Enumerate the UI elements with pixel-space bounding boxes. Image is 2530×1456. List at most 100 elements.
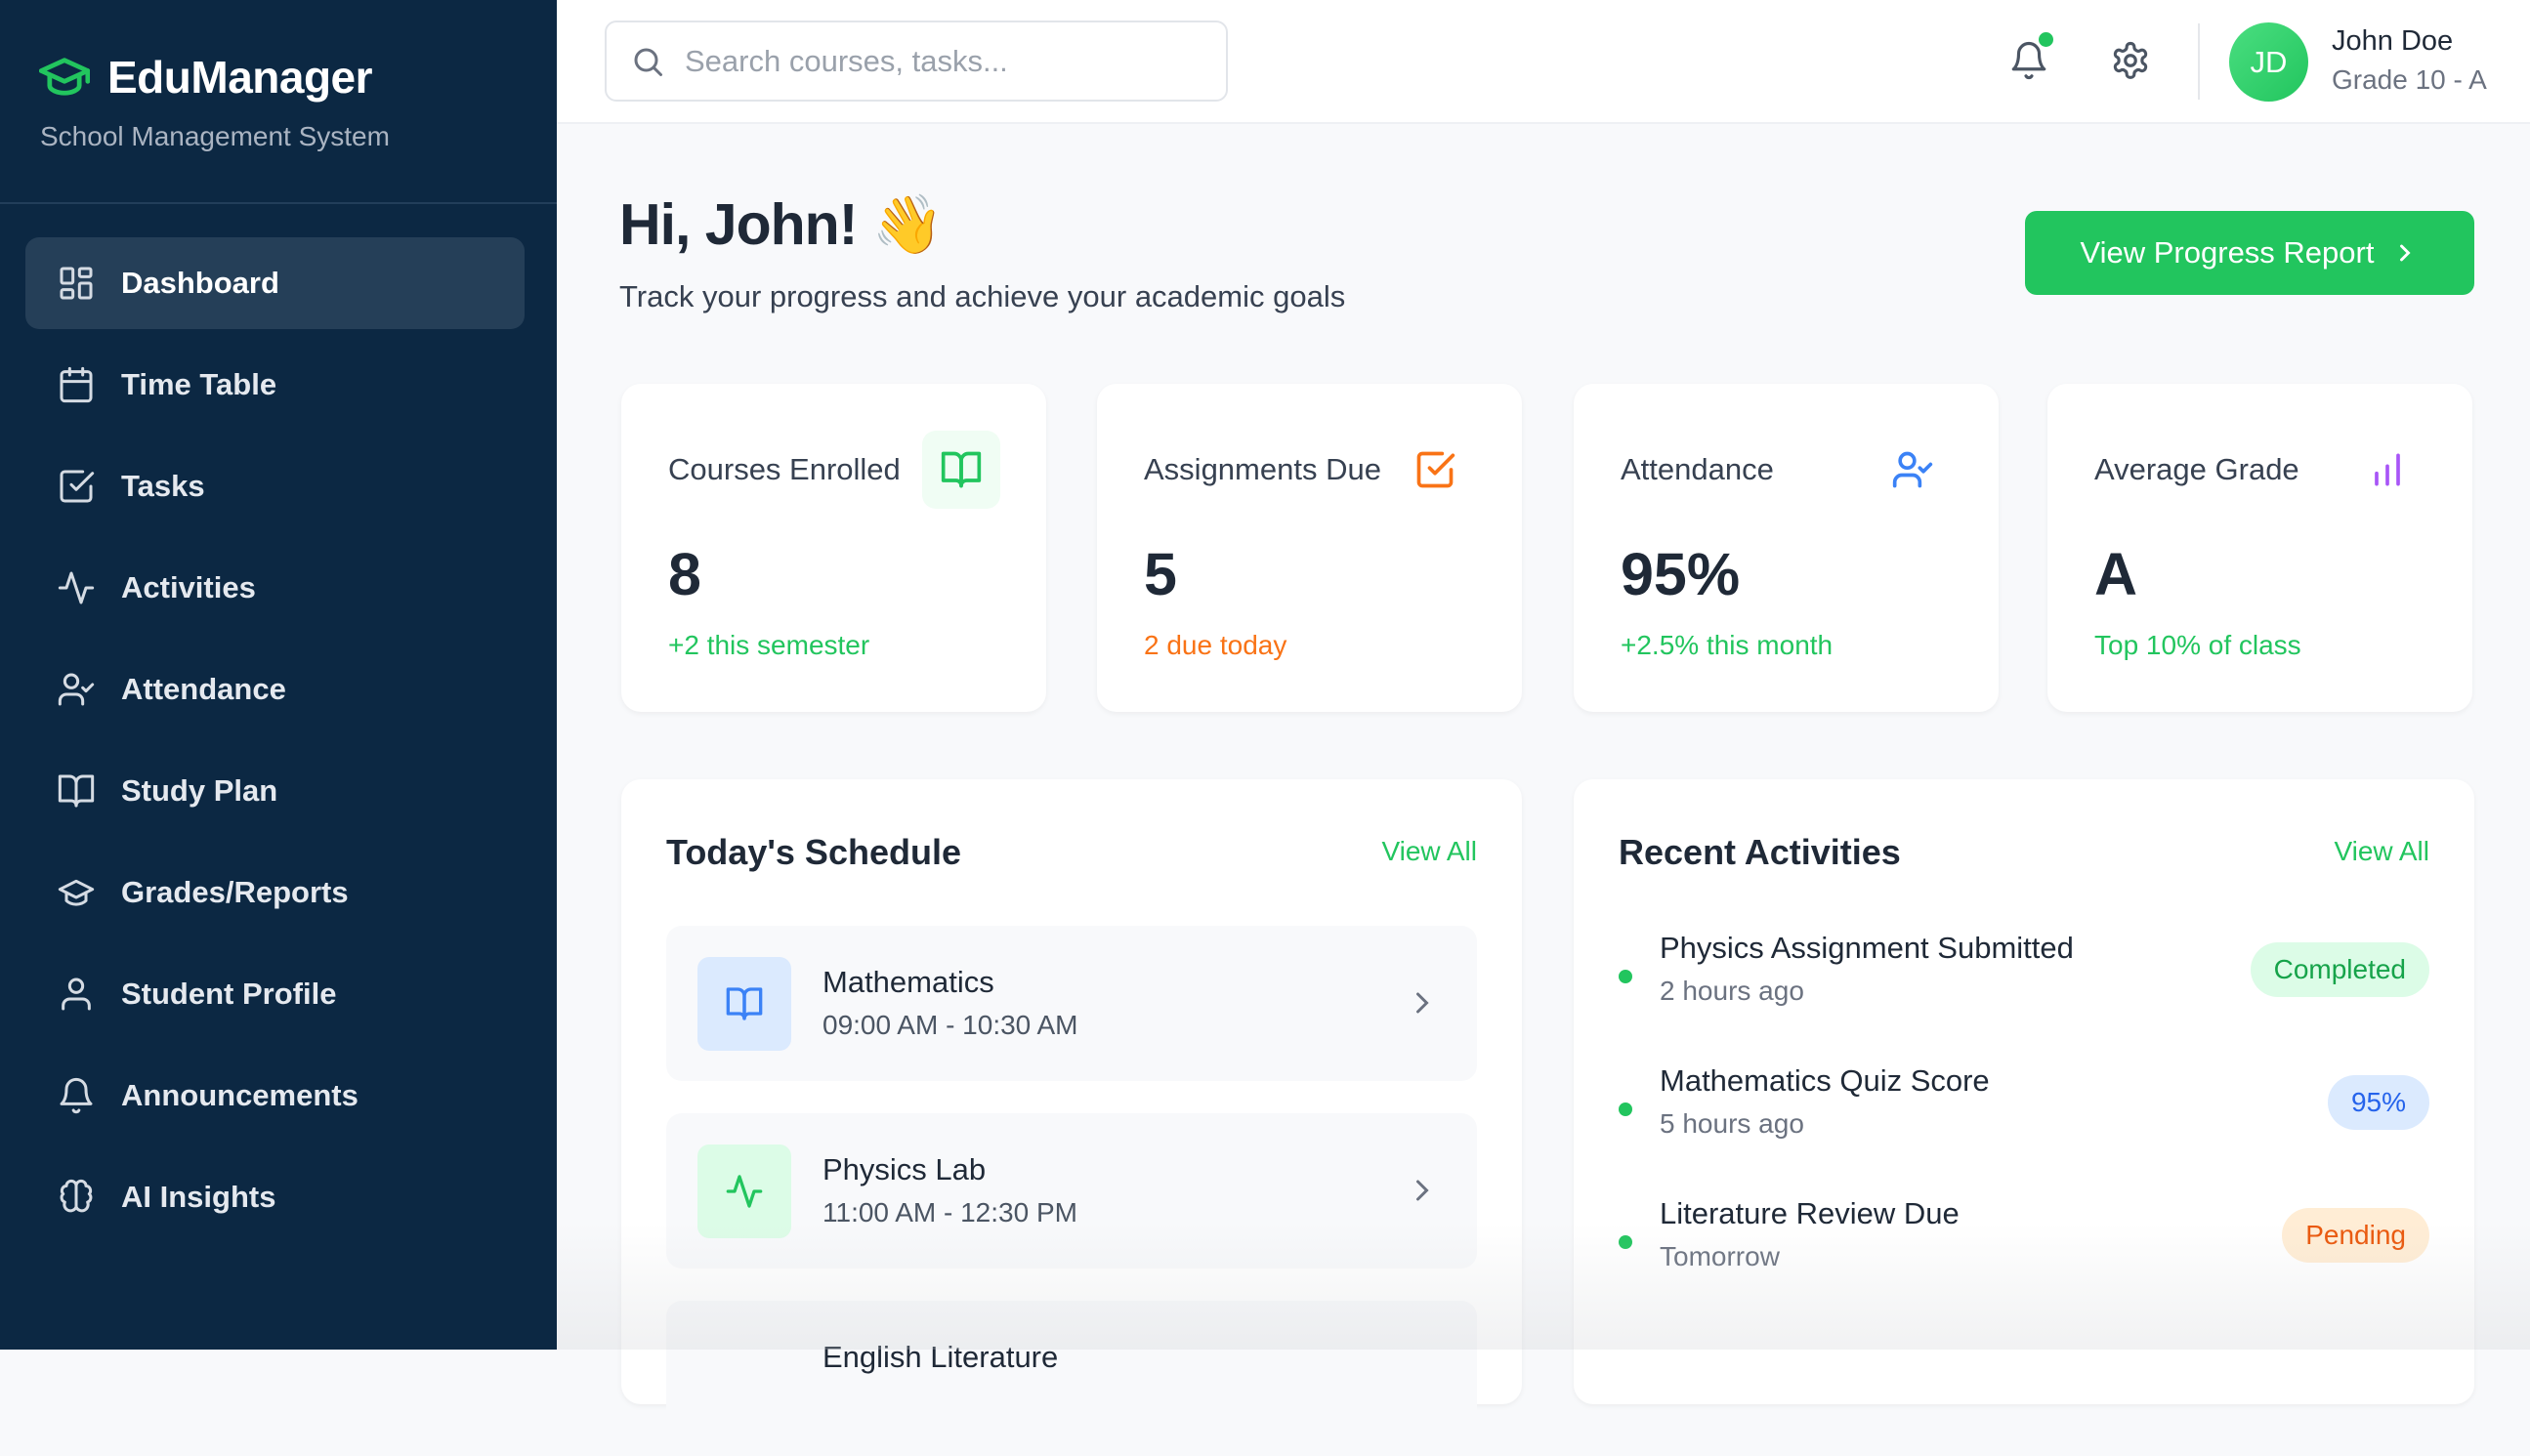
sidebar-item-label: Attendance: [121, 672, 286, 706]
activity-title: Literature Review Due: [1660, 1196, 1960, 1230]
logo[interactable]: EduManager: [39, 51, 373, 104]
sidebar-item-label: Activities: [121, 570, 256, 604]
settings-button[interactable]: [2110, 40, 2151, 81]
schedule-panel: Today's Schedule View All Mathematics 09…: [621, 779, 1522, 1456]
calendar-icon: [57, 365, 96, 404]
stat-title: Assignments Due: [1144, 452, 1381, 486]
avatar[interactable]: JD: [2229, 22, 2308, 102]
search-input[interactable]: [685, 43, 1212, 79]
activity-time: 2 hours ago: [1660, 976, 1804, 1006]
view-progress-report-button[interactable]: View Progress Report: [2025, 211, 2474, 295]
app-subtitle: School Management System: [40, 121, 390, 151]
sidebar-item-label: Dashboard: [121, 266, 279, 300]
stat-value: 95%: [1621, 541, 1741, 607]
search-icon: [630, 44, 665, 79]
sidebar-divider: [0, 202, 557, 204]
page-subtitle: Track your progress and achieve your aca…: [619, 279, 1346, 313]
stat-card-attendance: Attendance 95% +2.5% this month: [1574, 384, 1999, 712]
book-open-icon: [57, 771, 96, 811]
sidebar-nav: Dashboard Time Table Tasks Activities At…: [25, 237, 525, 1253]
schedule-name: Physics Lab: [822, 1152, 987, 1186]
activity-title: Mathematics Quiz Score: [1660, 1063, 1990, 1098]
status-dot: [1619, 1102, 1632, 1116]
book-open-icon: [697, 957, 791, 1051]
chevron-right-icon: [1405, 985, 1440, 1020]
user-icon: [57, 975, 96, 1014]
sidebar-item-study-plan[interactable]: Study Plan: [25, 745, 525, 837]
user-check-icon: [57, 670, 96, 709]
sidebar-item-label: Tasks: [121, 469, 205, 503]
app-name: EduManager: [107, 52, 373, 103]
chevron-right-icon: [2391, 239, 2419, 267]
sidebar-item-label: Announcements: [121, 1078, 358, 1112]
bell-icon: [57, 1076, 96, 1115]
user-grade: Grade 10 - A: [2332, 64, 2487, 95]
bar-chart-icon: [2348, 431, 2426, 509]
status-badge: Pending: [2282, 1208, 2429, 1263]
schedule-view-all-link[interactable]: View All: [1381, 836, 1477, 866]
sidebar-item-attendance[interactable]: Attendance: [25, 644, 525, 735]
status-badge: Completed: [2250, 942, 2429, 997]
stat-title: Average Grade: [2094, 452, 2299, 486]
sidebar: EduManager School Management System Dash…: [0, 0, 557, 1350]
brain-icon: [57, 1178, 96, 1217]
stat-value: 5: [1144, 541, 1177, 607]
sidebar-item-label: AI Insights: [121, 1180, 276, 1214]
sidebar-item-tasks[interactable]: Tasks: [25, 440, 525, 532]
graduation-cap-icon: [57, 873, 96, 912]
chevron-right-icon: [1405, 1173, 1440, 1208]
notification-dot: [2039, 32, 2053, 47]
page-title: Hi, John! 👋: [619, 192, 944, 257]
user-check-icon: [1874, 431, 1952, 509]
book-open-icon: [922, 431, 1000, 509]
sidebar-item-grades-reports[interactable]: Grades/Reports: [25, 847, 525, 938]
sidebar-item-time-table[interactable]: Time Table: [25, 339, 525, 431]
activity-icon: [57, 568, 96, 607]
stat-title: Courses Enrolled: [668, 452, 901, 486]
status-dot: [1619, 1235, 1632, 1249]
schedule-item[interactable]: English Literature: [666, 1301, 1477, 1456]
stat-card-average-grade: Average Grade A Top 10% of class: [2047, 384, 2472, 712]
top-header: JD John Doe Grade 10 - A: [557, 0, 2530, 124]
stat-sub: Top 10% of class: [2094, 630, 2301, 660]
notifications-button[interactable]: [2008, 32, 2053, 81]
schedule-item[interactable]: Mathematics 09:00 AM - 10:30 AM: [666, 926, 1477, 1081]
schedule-name: English Literature: [822, 1340, 1059, 1374]
stat-value: A: [2094, 541, 2138, 607]
activity-icon: [697, 1144, 791, 1238]
recent-activities-panel: Recent Activities View All Physics Assig…: [1574, 779, 2474, 1404]
user-name: John Doe: [2332, 25, 2454, 57]
sidebar-item-student-profile[interactable]: Student Profile: [25, 948, 525, 1040]
status-dot: [1619, 970, 1632, 983]
activity-title: Physics Assignment Submitted: [1660, 931, 2074, 965]
button-label: View Progress Report: [2080, 235, 2375, 270]
stat-sub: +2.5% this month: [1621, 630, 1834, 660]
sidebar-item-announcements[interactable]: Announcements: [25, 1050, 525, 1142]
activity-item[interactable]: Mathematics Quiz Score 5 hours ago 95%: [1619, 1063, 2429, 1171]
sidebar-item-label: Time Table: [121, 367, 277, 401]
activities-view-all-link[interactable]: View All: [2334, 836, 2429, 866]
stat-sub: 2 due today: [1144, 630, 1287, 660]
sidebar-item-label: Student Profile: [121, 977, 337, 1011]
graduation-cap-icon: [39, 56, 90, 99]
stat-title: Attendance: [1621, 452, 1774, 486]
activity-item[interactable]: Physics Assignment Submitted 2 hours ago…: [1619, 931, 2429, 1038]
sidebar-item-ai-insights[interactable]: AI Insights: [25, 1151, 525, 1243]
stat-card-assignments: Assignments Due 5 2 due today: [1097, 384, 1522, 712]
header-divider: [2198, 23, 2200, 100]
schedule-name: Mathematics: [822, 965, 994, 999]
gear-icon: [2110, 40, 2151, 81]
activity-time: 5 hours ago: [1660, 1108, 1804, 1139]
search-bar[interactable]: [605, 21, 1228, 102]
sidebar-item-label: Study Plan: [121, 773, 278, 808]
check-square-icon: [57, 467, 96, 506]
stat-value: 8: [668, 541, 701, 607]
sidebar-item-dashboard[interactable]: Dashboard: [25, 237, 525, 329]
stat-sub: +2 this semester: [668, 630, 870, 660]
schedule-item[interactable]: Physics Lab 11:00 AM - 12:30 PM: [666, 1113, 1477, 1269]
activity-item[interactable]: Literature Review Due Tomorrow Pending: [1619, 1196, 2429, 1304]
schedule-time: 11:00 AM - 12:30 PM: [822, 1197, 1077, 1227]
sidebar-item-activities[interactable]: Activities: [25, 542, 525, 634]
activity-time: Tomorrow: [1660, 1241, 1780, 1271]
check-square-icon: [1396, 431, 1474, 509]
